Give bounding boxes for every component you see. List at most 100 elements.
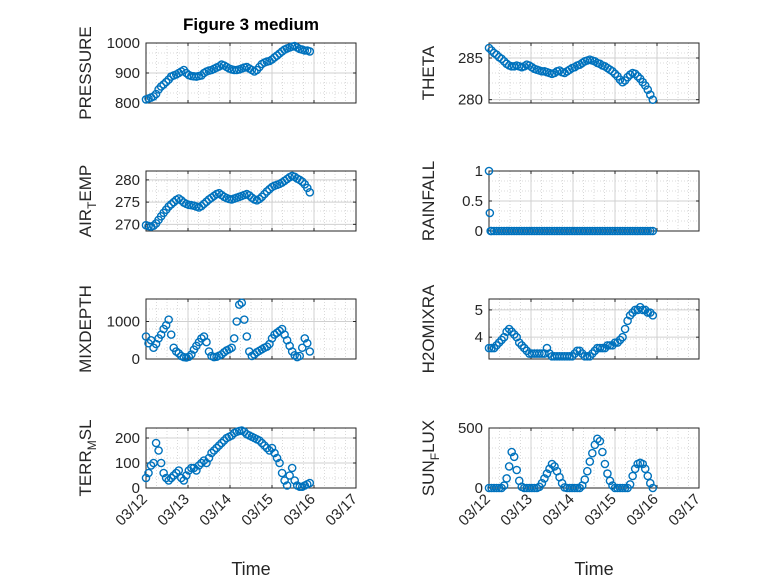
data-point: [217, 438, 226, 448]
data-point: [229, 334, 239, 343]
data-point: [517, 341, 527, 350]
data-point: [625, 480, 635, 489]
y-tick-label: 1000: [107, 35, 140, 52]
data-point: [497, 54, 506, 64]
data-point: [492, 50, 501, 59]
data-point: [645, 226, 655, 236]
data-point: [290, 476, 299, 485]
data-point: [159, 468, 168, 478]
data-point: [497, 335, 506, 345]
data-point: [494, 483, 504, 493]
data-point: [643, 471, 653, 481]
data-point: [202, 458, 211, 468]
y-tick-label: 5: [475, 302, 483, 319]
data-point: [159, 80, 168, 89]
data-point: [192, 466, 201, 475]
data-point: [302, 183, 312, 193]
data-point: [645, 90, 655, 99]
data-point: [582, 466, 592, 476]
data-point: [262, 342, 272, 351]
data-point: [643, 85, 653, 94]
y-axis-label-sun-flux: SUNFLUX: [419, 420, 442, 496]
data-point: [618, 483, 627, 493]
data-point: [494, 338, 504, 347]
data-point: [608, 481, 617, 490]
y-axis-label-rainfall: RAINFALL: [419, 161, 438, 241]
data-point: [287, 463, 297, 473]
y-tick-label: 100: [115, 455, 140, 472]
panel-h2omixra: 4 5 H2OMIXRA: [419, 284, 700, 373]
y-tick-label: 280: [115, 172, 140, 189]
series-rainfall: [484, 166, 658, 236]
axes-box-theta: [488, 42, 700, 104]
data-point: [171, 468, 181, 478]
data-point: [161, 77, 171, 87]
y-tick-label: 1: [475, 163, 483, 180]
data-point: [270, 448, 279, 458]
y-tick-label: 280: [458, 92, 483, 109]
data-point: [625, 311, 635, 320]
y-tick-label: 500: [458, 420, 483, 437]
data-point: [588, 349, 597, 358]
data-point: [209, 446, 219, 455]
data-point: [575, 346, 585, 356]
data-point: [615, 335, 625, 345]
data-point: [285, 471, 294, 480]
data-point: [497, 483, 506, 493]
y-axis-label-terr-msl: TERRMSL: [76, 419, 99, 496]
data-point: [179, 476, 189, 485]
data-point: [487, 46, 496, 55]
series-h2omixra: [484, 302, 658, 361]
data-point: [197, 201, 206, 211]
data-point: [257, 192, 267, 202]
data-point: [600, 459, 610, 469]
panel-theta: 280 285 THETA: [419, 42, 700, 109]
data-point: [507, 447, 516, 457]
data-point: [156, 458, 166, 468]
data-point: [237, 298, 247, 308]
data-point: [595, 343, 605, 353]
data-point: [610, 69, 620, 79]
data-point: [282, 481, 292, 490]
data-point: [567, 351, 577, 361]
data-point: [151, 438, 161, 448]
data-point: [149, 221, 158, 230]
y-axis-label-theta: THETA: [419, 45, 438, 100]
data-point: [182, 471, 191, 480]
data-point: [509, 330, 519, 339]
data-point: [277, 468, 287, 478]
data-point: [272, 51, 282, 60]
data-point: [305, 347, 315, 356]
panel-mixdepth: 0 1000 MIXDEPTH: [76, 285, 357, 373]
data-point: [151, 89, 161, 99]
data-point: [144, 468, 153, 478]
data-point: [585, 351, 595, 361]
data-point: [499, 57, 509, 66]
data-point: [643, 226, 653, 236]
data-point: [593, 434, 602, 444]
data-point: [633, 72, 642, 81]
x-axis-label-right: Time: [574, 559, 613, 579]
data-point: [580, 475, 590, 484]
data-point: [275, 458, 284, 468]
data-point: [166, 200, 176, 209]
data-point: [262, 443, 272, 453]
y-tick-label: 0.5: [462, 193, 483, 210]
y-tick-label: 1000: [107, 314, 140, 331]
data-point: [645, 478, 655, 488]
data-point: [640, 464, 650, 474]
data-point: [499, 481, 509, 490]
data-point: [557, 478, 567, 488]
data-point: [514, 338, 524, 347]
y-tick-label: 270: [115, 216, 140, 233]
series-pressure: [141, 41, 315, 104]
panel-air-temp: 270 275 280 AIRTEMP: [76, 165, 357, 237]
data-point: [217, 350, 226, 359]
y-tick-label: 0: [132, 480, 140, 497]
y-tick-label: 0: [475, 480, 483, 497]
data-point: [149, 92, 158, 101]
data-point: [598, 447, 607, 457]
data-point: [297, 177, 307, 186]
data-point: [519, 343, 529, 353]
y-tick-label: 200: [115, 430, 140, 447]
